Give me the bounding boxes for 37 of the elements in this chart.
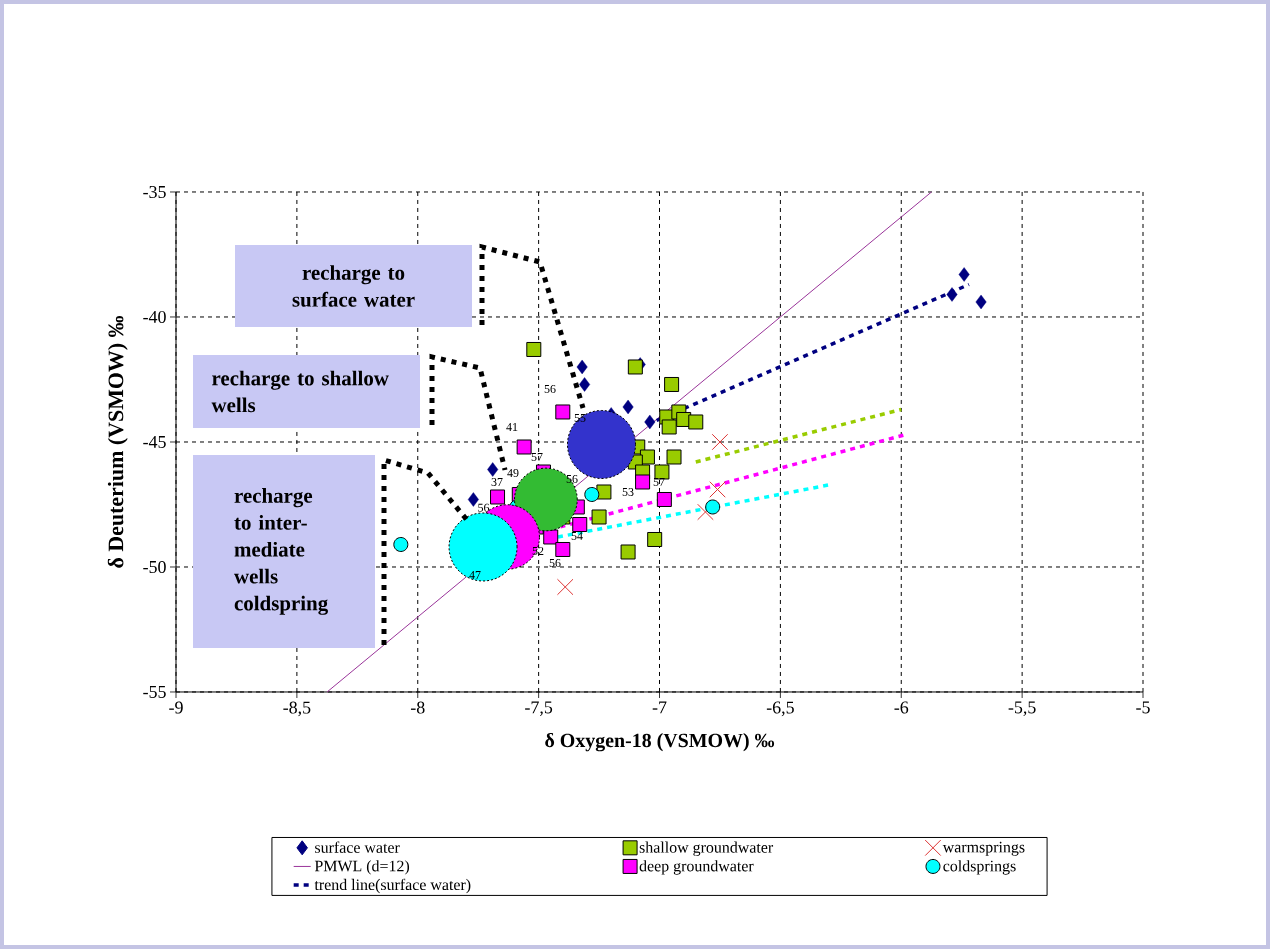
legend-label: coldsprings (943, 860, 1016, 875)
y-axis-title: δ Deuterium (VSMOW) ‰ (107, 315, 128, 568)
annotation: recharge to inter-mediate wells coldspring (234, 488, 328, 615)
annotation: 57 (653, 478, 665, 486)
x-tick-label: -6 (894, 701, 909, 714)
annotation: 41 (506, 423, 518, 431)
annotation: recharge to shallow wells (211, 370, 389, 413)
y-tick-label: -35 (143, 185, 166, 198)
x-tick-label: -9 (169, 701, 183, 714)
annotation: recharge to surface water (292, 265, 415, 307)
annotation: 56 (549, 558, 561, 567)
y-tick-label: -55 (143, 686, 166, 698)
y-tick-label: -40 (143, 310, 166, 324)
annotation: 56 (544, 384, 556, 393)
x-tick-label: -6,5 (766, 701, 794, 717)
legend-label: trend line(surface water) (314, 878, 471, 894)
x-tick-label: -8 (410, 701, 425, 714)
annotation: 57 (531, 453, 543, 461)
annotation: 37 (491, 477, 503, 486)
x-tick-label: -5,5 (1008, 701, 1036, 717)
annotation: 56 (478, 503, 490, 512)
x-tick-label: -7,5 (525, 701, 553, 717)
x-tick-label: -8,5 (283, 701, 311, 717)
legend-label: warmsprings (942, 841, 1025, 856)
x-tick-label: -5 (1136, 701, 1150, 714)
x-tick-label: -7 (652, 701, 667, 714)
legend-label: shallow groundwater (639, 841, 774, 857)
annotation: 54 (571, 531, 583, 540)
annotation: 49 (507, 468, 519, 477)
legend-label: deep groundwater (639, 860, 754, 875)
x-axis-title: δ Oxygen-18 (VSMOW) ‰ (545, 733, 775, 752)
annotation: 47 (469, 571, 481, 579)
legend-label: surface water (315, 841, 400, 853)
y-tick-label: -45 (143, 435, 166, 448)
legend-label: PMWL (d=12) (314, 860, 410, 875)
annotation: 53 (622, 487, 634, 496)
y-tick-label: -50 (143, 560, 166, 574)
